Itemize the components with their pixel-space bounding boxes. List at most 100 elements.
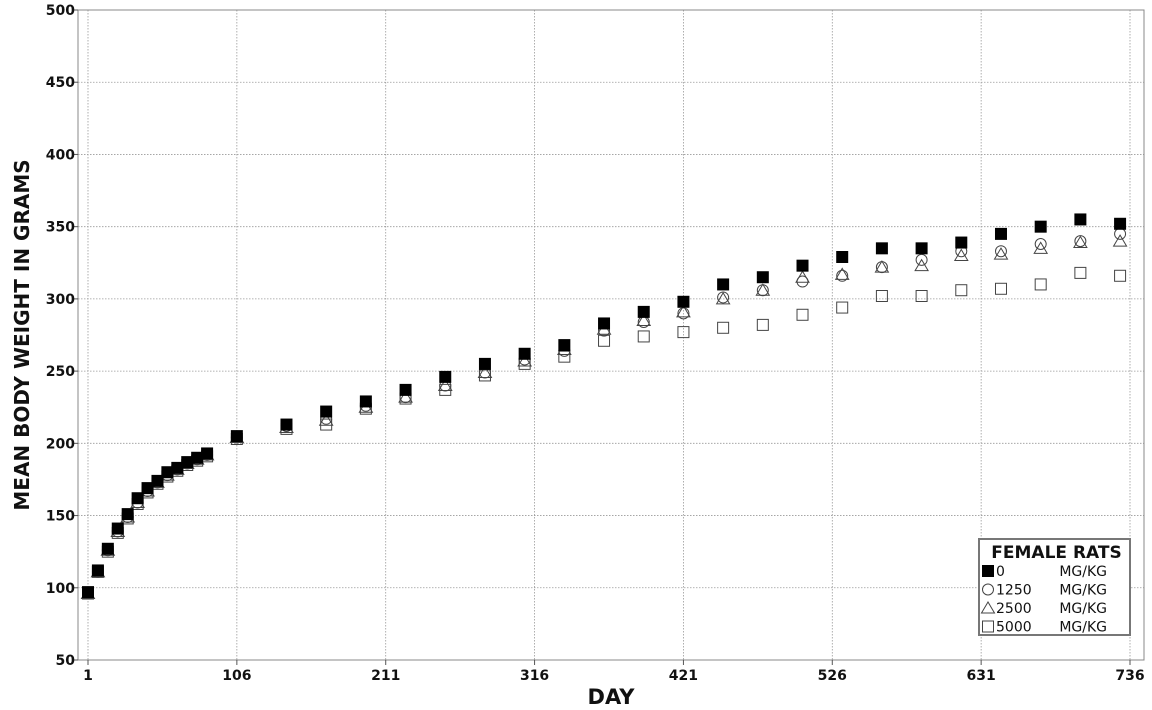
y-tick-label: 250 (46, 364, 75, 380)
data-point (756, 284, 769, 297)
data-point (318, 413, 334, 426)
data-point (1034, 238, 1047, 250)
data-point (517, 354, 533, 367)
data-point (796, 308, 809, 321)
data-point (1074, 213, 1087, 226)
data-point (1074, 266, 1087, 279)
data-point (518, 347, 531, 360)
legend-marker (982, 620, 994, 633)
legend-box (978, 538, 1131, 636)
data-point (439, 370, 452, 383)
data-point (230, 430, 243, 443)
data-point (834, 267, 850, 280)
legend-dose: 5000 (996, 620, 1032, 636)
x-tick-label: 736 (1115, 668, 1144, 684)
y-tick-label: 350 (46, 220, 75, 236)
data-point (320, 418, 333, 431)
series-1250-mg-kg (82, 227, 1127, 600)
legend-unit: MG/KG (1059, 601, 1107, 617)
data-point (676, 304, 691, 318)
data-point (320, 405, 333, 418)
x-axis-ticks: 1 106 211 316 421 526 631 736 (83, 660, 1145, 684)
data-point (399, 383, 412, 396)
data-point (756, 318, 769, 331)
data-point (994, 282, 1007, 295)
data-point (201, 447, 214, 460)
legend-unit: MG/KG (1059, 564, 1107, 580)
data-point (914, 258, 929, 272)
data-point (875, 242, 888, 255)
data-point (796, 275, 809, 288)
y-axis-ticks: 50 100 150 200 250 300 350 400 450 500 (46, 3, 78, 669)
legend-title: FEMALE RATS (991, 543, 1121, 563)
data-point (181, 456, 194, 469)
data-point (191, 451, 204, 464)
data-point (359, 395, 372, 408)
data-point (677, 295, 690, 308)
data-point (91, 564, 104, 577)
data-point (795, 270, 810, 283)
data-point (836, 269, 849, 282)
data-point (1114, 217, 1127, 230)
data-point (915, 242, 928, 255)
data-point (598, 334, 611, 347)
data-point (756, 271, 769, 284)
data-point (836, 251, 849, 263)
y-tick-label: 400 (46, 147, 75, 163)
data-point (141, 482, 154, 495)
data-point (677, 307, 690, 320)
data-point (955, 236, 968, 249)
x-tick-label: 211 (371, 668, 400, 684)
y-tick-label: 450 (46, 75, 75, 91)
data-point (994, 227, 1007, 240)
y-tick-label: 150 (46, 509, 75, 525)
data-point (955, 284, 968, 297)
data-point (171, 461, 184, 474)
x-axis-title: DAY (588, 685, 636, 709)
data-point (836, 301, 849, 314)
data-point (717, 278, 730, 291)
data-point (1114, 227, 1127, 240)
y-tick-label: 300 (46, 292, 75, 308)
data-point (439, 383, 452, 396)
y-tick-label: 100 (46, 581, 75, 597)
x-tick-label: 421 (669, 668, 698, 684)
x-tick-label: 526 (818, 668, 847, 684)
data-point (1073, 235, 1088, 249)
legend-marker (982, 583, 994, 596)
legend-dose: 2500 (996, 601, 1032, 617)
data-point (151, 474, 164, 487)
y-axis-title: MEAN BODY WEIGHT IN GRAMS (10, 159, 34, 510)
data-point (717, 321, 730, 334)
x-tick-label: 316 (520, 668, 549, 684)
legend-marker (980, 601, 996, 614)
data-point (558, 350, 571, 363)
legend-marker (982, 565, 994, 577)
data-point (994, 245, 1007, 258)
legend-unit: MG/KG (1059, 583, 1107, 599)
data-point (875, 261, 888, 274)
data-point (717, 291, 730, 304)
data-point (915, 253, 928, 266)
data-point (478, 357, 491, 370)
data-point (637, 305, 650, 318)
data-point (280, 418, 293, 431)
series-2500-mg-kg (80, 234, 1128, 600)
data-point (636, 313, 652, 327)
data-point (1114, 269, 1127, 282)
data-point (161, 466, 174, 479)
y-tick-label: 50 (56, 653, 76, 669)
data-point (875, 290, 888, 302)
x-tick-label: 631 (967, 668, 996, 684)
legend-unit: MG/KG (1059, 620, 1107, 636)
series-0-mg-kg (82, 213, 1127, 599)
plot-frame (77, 9, 1145, 661)
data-markers (80, 213, 1128, 600)
legend-dose: 0 (996, 564, 1005, 580)
data-point (1112, 234, 1128, 247)
x-tick-label: 106 (222, 668, 251, 684)
legend-dose: 1250 (996, 583, 1032, 599)
data-point (121, 508, 134, 521)
